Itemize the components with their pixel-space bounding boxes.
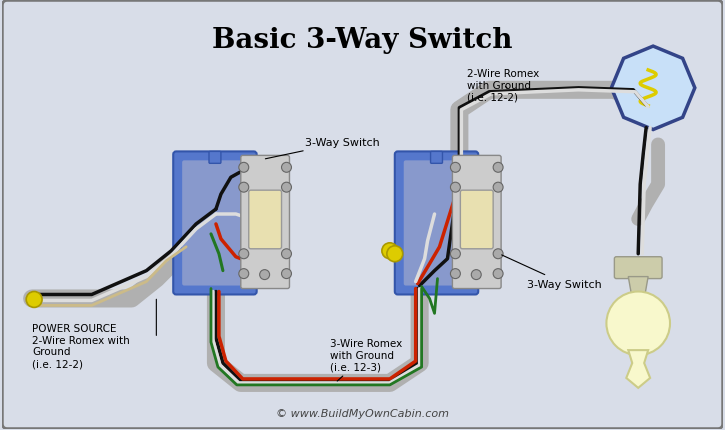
- Text: Basic 3-Way Switch: Basic 3-Way Switch: [212, 27, 513, 54]
- Circle shape: [387, 246, 403, 262]
- FancyBboxPatch shape: [241, 156, 289, 289]
- Text: 3-Wire Romex
with Ground
(i.e. 12-3): 3-Wire Romex with Ground (i.e. 12-3): [330, 338, 402, 381]
- FancyBboxPatch shape: [614, 257, 662, 279]
- Circle shape: [26, 292, 42, 308]
- Text: 3-Way Switch: 3-Way Switch: [502, 255, 602, 289]
- FancyBboxPatch shape: [249, 191, 281, 249]
- FancyBboxPatch shape: [452, 156, 501, 289]
- Text: © www.BuildMyOwnCabin.com: © www.BuildMyOwnCabin.com: [276, 408, 449, 418]
- Text: 3-Way Switch: 3-Way Switch: [265, 138, 380, 160]
- Circle shape: [471, 270, 481, 280]
- Circle shape: [239, 249, 249, 259]
- FancyBboxPatch shape: [173, 152, 257, 295]
- FancyBboxPatch shape: [209, 152, 221, 164]
- Circle shape: [493, 269, 503, 279]
- Circle shape: [450, 249, 460, 259]
- Circle shape: [239, 163, 249, 173]
- FancyBboxPatch shape: [395, 152, 479, 295]
- Text: 2-Wire Romex
with Ground
(i.e. 12-2): 2-Wire Romex with Ground (i.e. 12-2): [468, 69, 539, 102]
- Circle shape: [382, 243, 398, 259]
- Circle shape: [281, 269, 291, 279]
- FancyBboxPatch shape: [431, 152, 442, 164]
- Circle shape: [493, 163, 503, 173]
- FancyBboxPatch shape: [404, 161, 469, 286]
- Circle shape: [239, 183, 249, 193]
- Circle shape: [281, 249, 291, 259]
- Polygon shape: [629, 277, 648, 294]
- Circle shape: [493, 183, 503, 193]
- Circle shape: [606, 292, 670, 355]
- FancyBboxPatch shape: [182, 161, 248, 286]
- Circle shape: [239, 269, 249, 279]
- Circle shape: [281, 163, 291, 173]
- Circle shape: [281, 183, 291, 193]
- Circle shape: [493, 249, 503, 259]
- Circle shape: [260, 270, 270, 280]
- Circle shape: [450, 269, 460, 279]
- Circle shape: [450, 183, 460, 193]
- Polygon shape: [611, 47, 695, 130]
- Polygon shape: [626, 350, 650, 388]
- FancyBboxPatch shape: [460, 191, 493, 249]
- Circle shape: [450, 163, 460, 173]
- Text: POWER SOURCE
2-Wire Romex with
Ground
(i.e. 12-2): POWER SOURCE 2-Wire Romex with Ground (i…: [32, 323, 130, 368]
